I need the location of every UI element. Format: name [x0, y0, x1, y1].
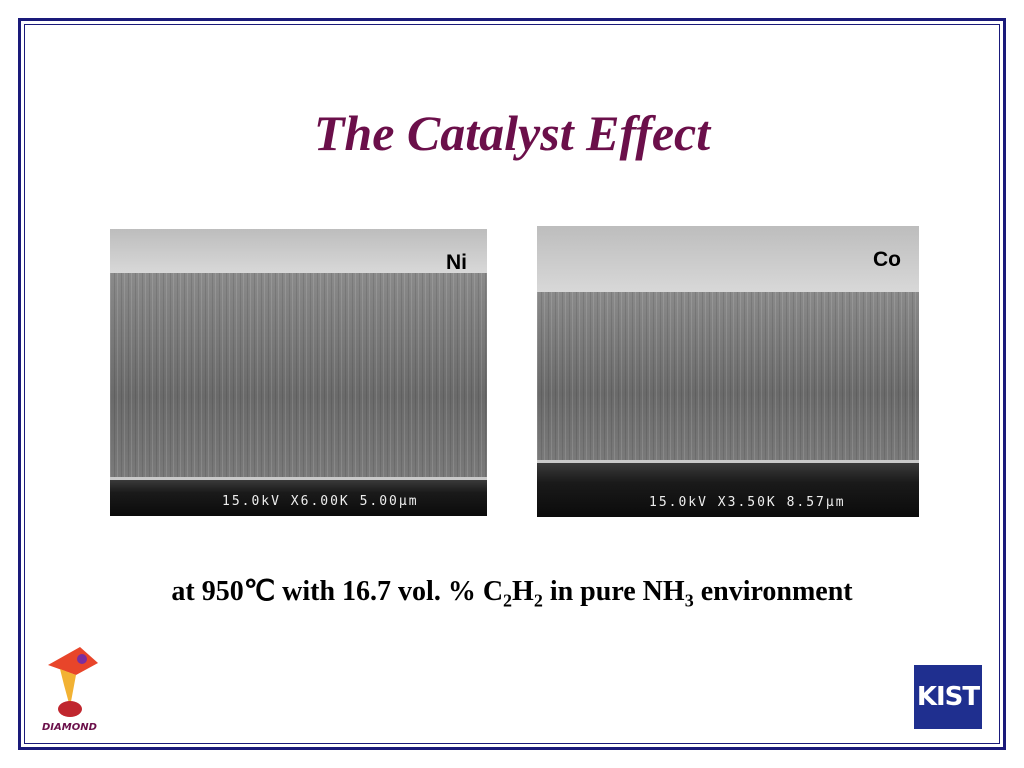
frame-inner	[24, 24, 1000, 744]
substrate-top	[110, 229, 487, 273]
logo-icon	[48, 647, 98, 717]
caption: at 950℃ with 16.7 vol. % C2H2 in pure NH…	[0, 574, 1024, 612]
image-info: 15.0kV X6.00K 5.00µm	[222, 494, 419, 509]
image-label: Co	[873, 248, 901, 271]
subscript: 3	[684, 590, 694, 611]
caption-text: at 950℃ with 16.7 vol. % C	[171, 576, 504, 607]
sem-image-ni: Ni 15.0kV X6.00K 5.00µm	[110, 229, 487, 516]
subscript: 2	[533, 590, 543, 611]
sem-image-co: Co 15.0kV X3.50K 8.57µm	[537, 226, 919, 517]
logo-shape	[77, 654, 87, 664]
subscript: 2	[503, 590, 513, 611]
logo-shape	[58, 701, 82, 717]
image-label: Ni	[446, 251, 467, 274]
substrate-base	[537, 460, 919, 517]
logo-shape	[60, 669, 76, 707]
substrate-top	[537, 226, 919, 292]
image-info: 15.0kV X3.50K 8.57µm	[649, 495, 846, 510]
caption-text: H	[512, 576, 534, 607]
substrate-base	[110, 477, 487, 516]
logo-shape	[48, 647, 98, 675]
nanotube-layer	[110, 273, 487, 479]
kist-logo: KIST	[914, 665, 982, 729]
logo-text: DIAMOND	[42, 722, 97, 733]
caption-text: environment	[693, 576, 853, 607]
diamond-logo: DIAMOND	[40, 645, 106, 733]
frame	[18, 18, 1006, 750]
nanotube-layer	[537, 292, 919, 462]
slide-title: The Catalyst Effect	[313, 105, 711, 161]
caption-text: in pure NH	[542, 576, 685, 607]
